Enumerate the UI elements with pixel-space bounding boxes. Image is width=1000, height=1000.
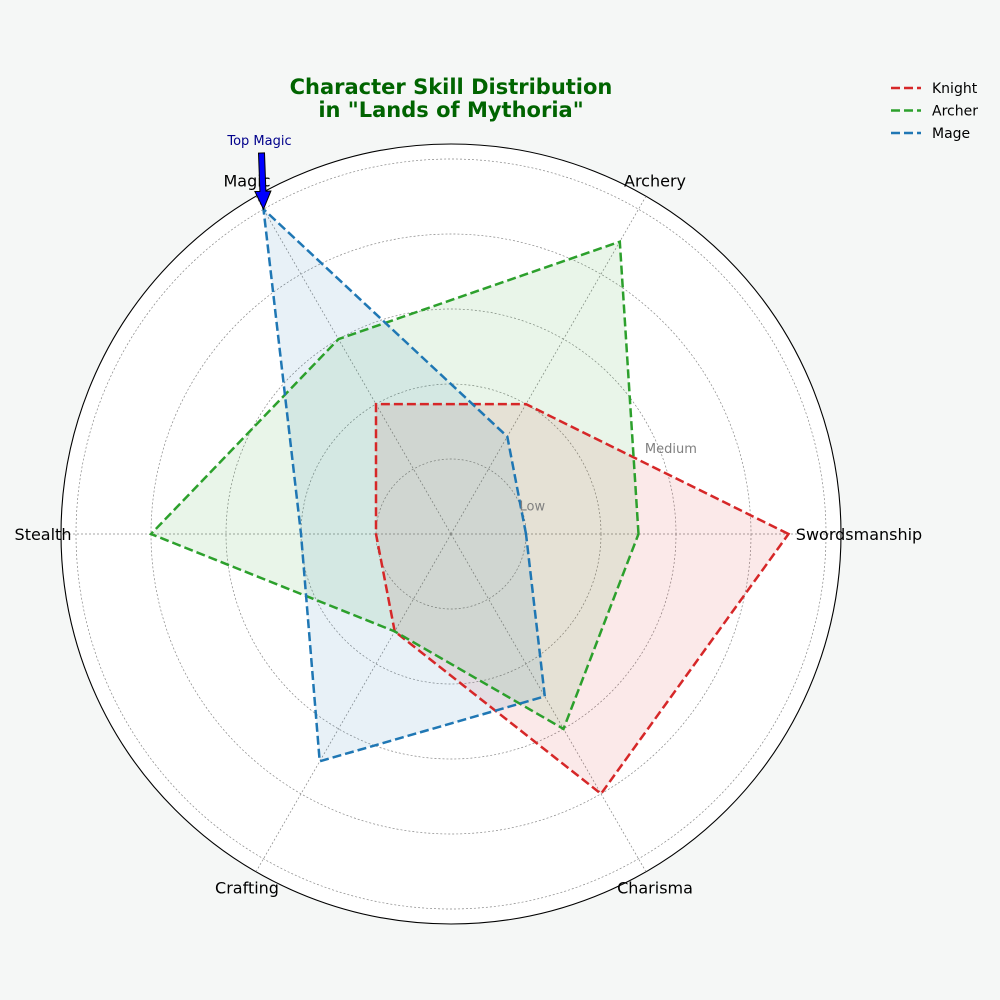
series-line-archer (148, 239, 640, 731)
series-fill-archer (151, 241, 639, 729)
series-line-knight (374, 402, 791, 796)
axis-label-archery: Archery (624, 172, 686, 191)
grid (61, 158, 841, 910)
axis-label-stealth: Stealth (15, 525, 72, 544)
legend-label-mage: Mage (932, 126, 970, 142)
ring-label-low: Low (519, 499, 545, 514)
spoke-magic (255, 196, 452, 535)
series-fill-knight (376, 404, 789, 794)
annotation: Top Magic (226, 134, 292, 211)
axis-label-magic: Magic (223, 172, 270, 191)
ring-label-medium: Medium (645, 442, 697, 457)
series-fill-mage (263, 209, 545, 762)
spoke-crafting (255, 533, 452, 872)
grid-ring-10 (75, 158, 827, 910)
axis-label-charisma: Charisma (617, 878, 693, 897)
legend-label-knight: Knight (932, 81, 978, 97)
annotation-label: Top Magic (226, 134, 291, 149)
series-line-mage (261, 205, 547, 763)
annotation-arrow (254, 152, 272, 211)
series-layer (148, 205, 791, 796)
axis-label-swordsmanship: Swordsmanship (796, 525, 922, 544)
axis-label-crafting: Crafting (215, 878, 279, 897)
chart-title-line-1: Character Skill Distribution (290, 75, 613, 99)
legend: Knight Archer Mage (891, 81, 978, 142)
axis-labels: Low Medium Swordsmanship Archery Magic Stealt… (15, 172, 923, 898)
spoke-charisma (450, 533, 647, 872)
chart-title-line-2: in "Lands of Mythoria" (318, 98, 583, 122)
spoke-archery (450, 196, 647, 535)
legend-label-archer: Archer (932, 104, 978, 120)
